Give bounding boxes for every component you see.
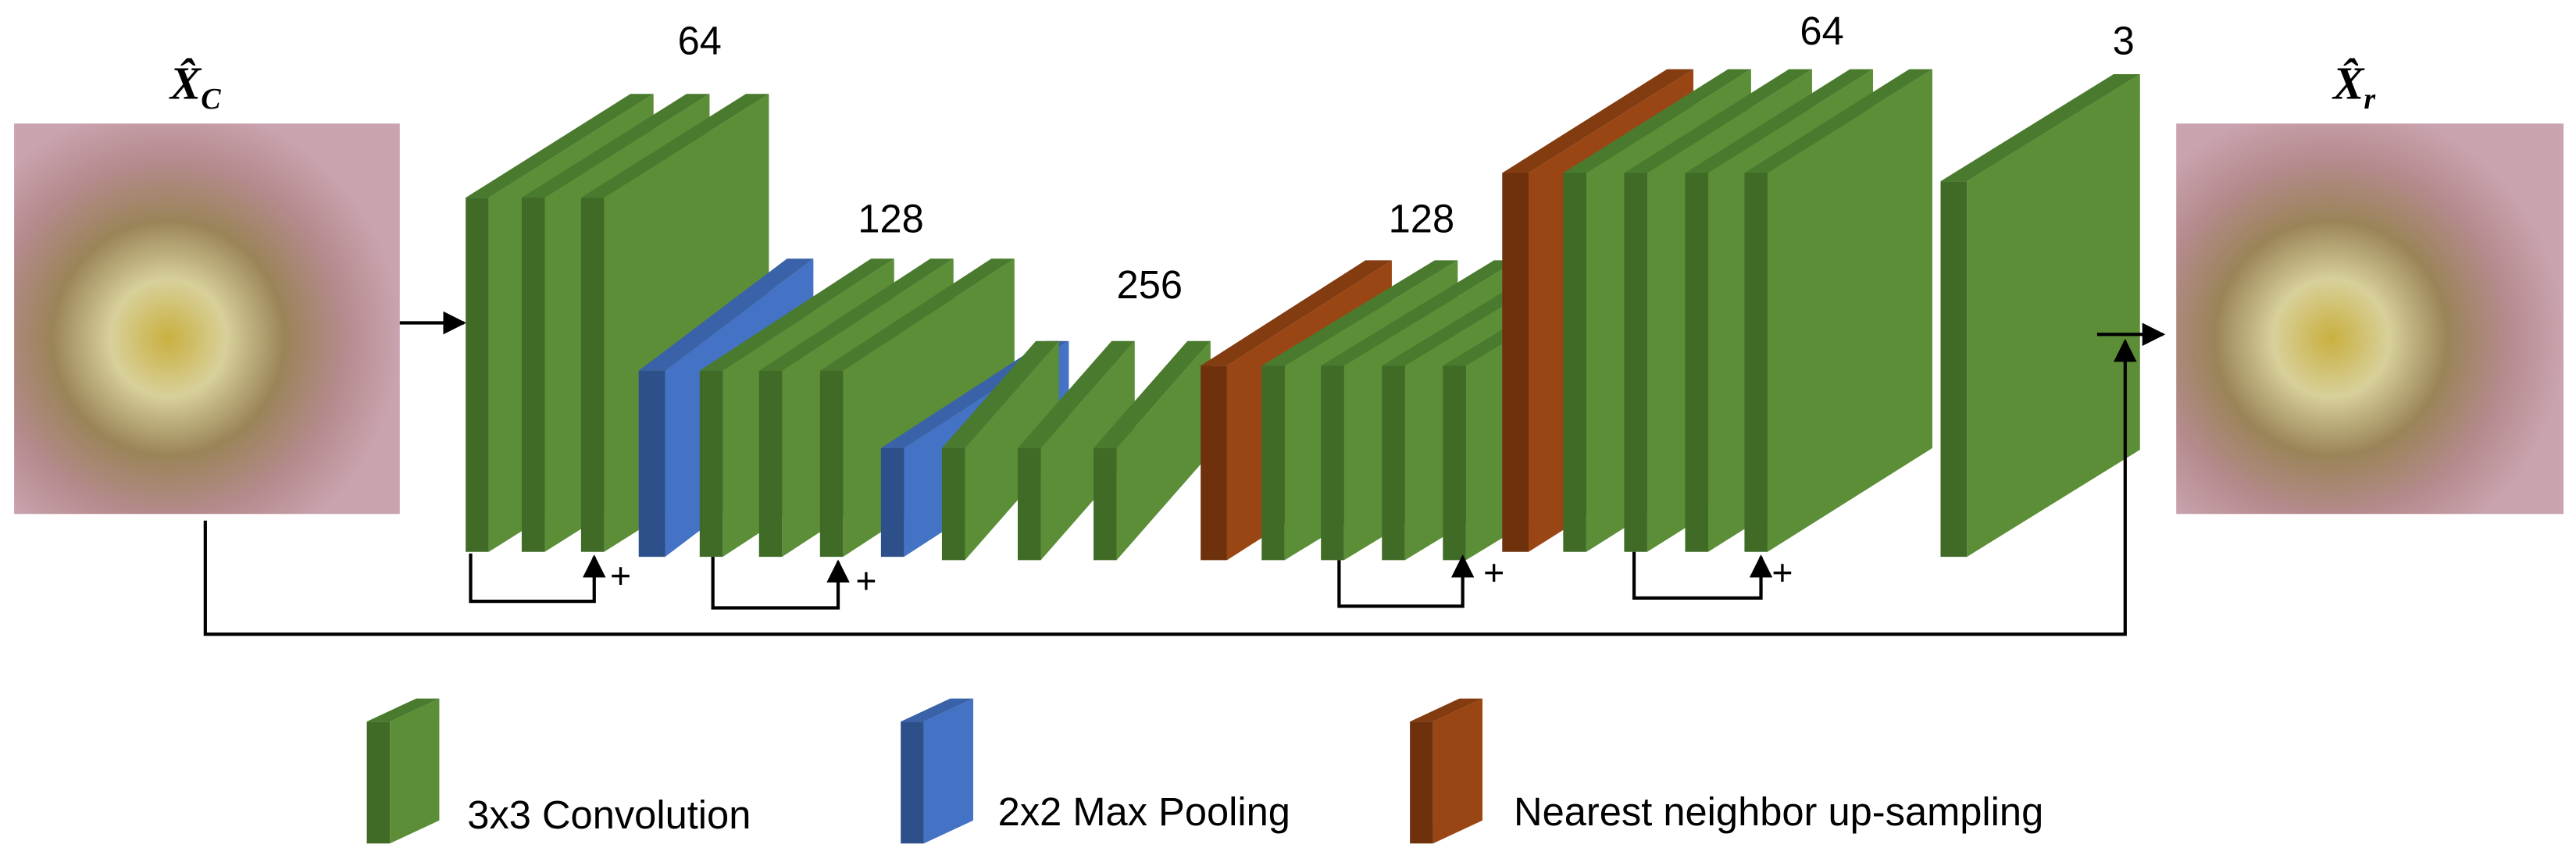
layer-block <box>1744 69 1932 552</box>
input-title: X̂C <box>169 58 221 116</box>
block-top <box>366 698 440 722</box>
block-top <box>758 258 954 371</box>
block-top <box>580 94 769 198</box>
block-front <box>521 198 545 552</box>
block-front <box>1940 181 1968 558</box>
block-top <box>699 258 894 371</box>
block-top <box>1094 340 1211 448</box>
block-front <box>1624 173 1647 552</box>
block-front <box>1563 173 1586 552</box>
layer-block <box>1094 340 1211 561</box>
channel-label: 64 <box>1800 9 1843 53</box>
plus-sign: + <box>610 555 631 596</box>
channel-label: 256 <box>1117 262 1183 307</box>
channel-label: 3 <box>2113 19 2135 63</box>
global-skip-arrow <box>203 338 2137 636</box>
block-top <box>466 94 654 198</box>
block-top <box>901 698 974 722</box>
block-top <box>1685 69 1873 173</box>
legend-label: 3x3 Convolution <box>467 793 751 837</box>
plus-sign: + <box>1483 552 1504 593</box>
legend: 3x3 Convolution 2x2 Max Pooling Nearest … <box>366 698 2043 844</box>
channel-label: 64 <box>678 19 722 63</box>
layer-block <box>901 698 974 844</box>
skip-arrow <box>1337 554 1475 608</box>
layer-block <box>1940 73 2140 558</box>
block-front <box>758 370 783 558</box>
block-front <box>941 447 965 561</box>
plus-sign: + <box>1771 552 1793 593</box>
layer-block <box>1017 340 1135 561</box>
block-side <box>1116 340 1211 561</box>
block-front <box>1443 365 1466 561</box>
block-front <box>1685 173 1709 552</box>
block-front <box>901 721 924 844</box>
layer-block <box>1410 698 1482 844</box>
block-top <box>1410 698 1482 722</box>
channel-label: 128 <box>1389 196 1454 240</box>
block-front <box>1744 173 1768 552</box>
block-front <box>366 721 391 844</box>
block-side <box>1967 73 2140 558</box>
connectors <box>203 311 2166 636</box>
block-side <box>1767 69 1932 552</box>
block-side <box>1432 698 1482 844</box>
block-front <box>1094 447 1117 561</box>
output-image <box>2176 123 2564 515</box>
block-front <box>1410 721 1433 844</box>
block-side <box>1040 340 1135 561</box>
block-top <box>1744 69 1932 173</box>
layer-block <box>941 340 1059 561</box>
block-front <box>1321 365 1344 561</box>
block-top <box>638 258 814 371</box>
block-side <box>923 698 974 844</box>
skip-arrow <box>711 557 850 610</box>
skip-arrow <box>469 553 606 604</box>
block-top <box>1201 260 1392 366</box>
block-front <box>819 370 844 558</box>
legend-label: Nearest neighbor up-sampling <box>1514 789 2043 834</box>
block-top <box>1940 73 2140 182</box>
block-side <box>965 340 1059 561</box>
plus-sign: + <box>855 561 876 601</box>
network-blocks <box>466 69 2140 561</box>
block-side <box>390 698 440 844</box>
block-top <box>819 258 1015 371</box>
block-top <box>941 340 1059 448</box>
block-front <box>1502 173 1529 552</box>
output-title: X̂r <box>2332 58 2376 116</box>
block-front <box>1261 365 1285 561</box>
skip-arrow <box>1632 551 1773 600</box>
block-front <box>1201 365 1227 561</box>
block-front <box>1017 447 1041 561</box>
block-top <box>1624 69 1812 173</box>
legend-label: 2x2 Max Pooling <box>998 789 1290 834</box>
block-front <box>466 198 489 552</box>
block-front <box>638 370 665 558</box>
block-top <box>1261 260 1458 366</box>
layer-block <box>366 698 440 844</box>
block-front <box>880 447 904 558</box>
block-front <box>1382 365 1405 561</box>
block-front <box>580 198 605 552</box>
block-front <box>699 370 723 558</box>
block-top <box>1321 260 1518 366</box>
input-image <box>14 123 400 515</box>
channel-label: 128 <box>858 196 923 240</box>
block-top <box>521 94 710 198</box>
block-top <box>1017 340 1135 448</box>
block-top <box>1563 69 1751 173</box>
block-top <box>1502 69 1694 173</box>
